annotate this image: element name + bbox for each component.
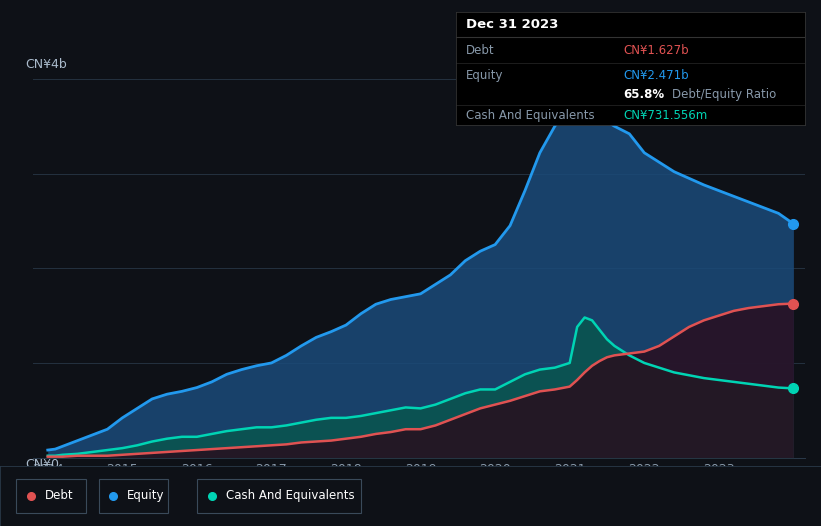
Text: Equity: Equity <box>466 68 503 82</box>
Text: Cash And Equivalents: Cash And Equivalents <box>226 489 355 502</box>
Text: CN¥1.627b: CN¥1.627b <box>623 44 689 57</box>
Text: 65.8%: 65.8% <box>623 88 664 101</box>
Text: CN¥731.556m: CN¥731.556m <box>623 109 708 123</box>
Text: CN¥2.471b: CN¥2.471b <box>623 68 689 82</box>
Text: CN¥0: CN¥0 <box>25 458 59 471</box>
Text: Debt/Equity Ratio: Debt/Equity Ratio <box>672 88 776 101</box>
Text: Equity: Equity <box>127 489 165 502</box>
Text: CN¥4b: CN¥4b <box>25 58 67 72</box>
Text: Debt: Debt <box>466 44 495 57</box>
Text: Debt: Debt <box>45 489 74 502</box>
Text: Cash And Equivalents: Cash And Equivalents <box>466 109 594 123</box>
Text: Dec 31 2023: Dec 31 2023 <box>466 18 558 31</box>
